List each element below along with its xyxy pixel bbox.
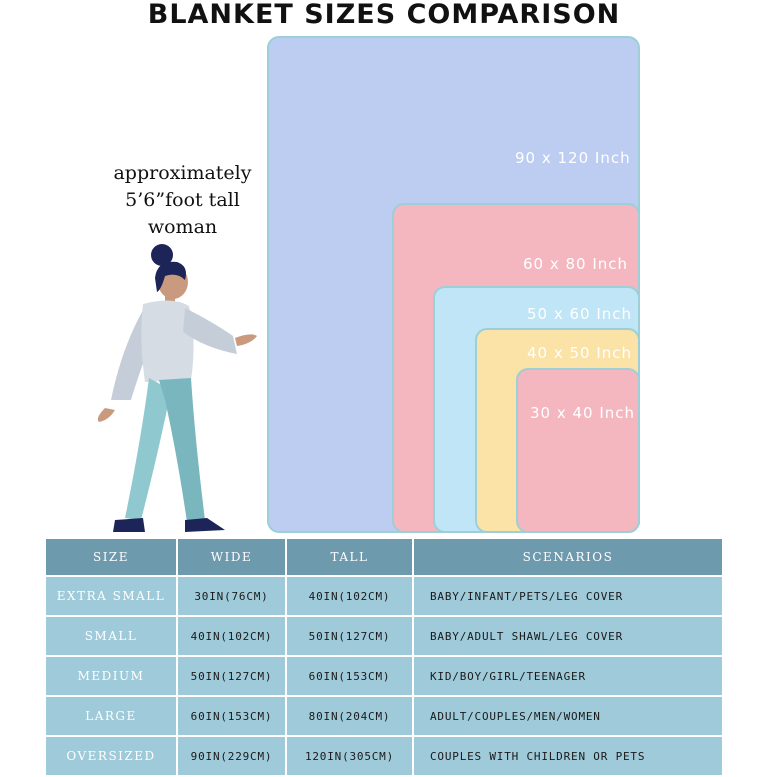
table-row: MEDIUM 50IN(127CM) 60IN(153CM) KID/BOY/G… xyxy=(44,655,724,697)
scenario-cell: BABY/INFANT/PETS/LEG COVER xyxy=(412,575,724,617)
caption-line-1: approximately xyxy=(113,162,252,184)
table-header-row: SIZE WIDE TALL SCENARIOS xyxy=(44,537,724,577)
wide-cell: 60IN(153CM) xyxy=(176,695,287,737)
blanket-40x50-label: 40 x 50 Inch xyxy=(527,344,633,362)
woman-caption: approximately 5’6”foot tall woman xyxy=(100,160,265,241)
blanket-50x60-label: 50 x 60 Inch xyxy=(527,305,633,323)
size-cell: SMALL xyxy=(44,615,178,657)
header-wide: WIDE xyxy=(176,537,287,577)
size-cell: OVERSIZED xyxy=(44,735,178,777)
wide-cell: 50IN(127CM) xyxy=(176,655,287,697)
blanket-60x80-label: 60 x 80 Inch xyxy=(523,255,629,273)
caption-line-3: woman xyxy=(147,216,218,238)
size-table: SIZE WIDE TALL SCENARIOS EXTRA SMALL 30I… xyxy=(44,537,724,777)
caption-line-2: 5’6”foot tall xyxy=(125,189,240,211)
table-row: SMALL 40IN(102CM) 50IN(127CM) BABY/ADULT… xyxy=(44,615,724,657)
table-row: LARGE 60IN(153CM) 80IN(204CM) ADULT/COUP… xyxy=(44,695,724,737)
size-cell: LARGE xyxy=(44,695,178,737)
scenario-cell: KID/BOY/GIRL/TEENAGER xyxy=(412,655,724,697)
table-row: OVERSIZED 90IN(229CM) 120IN(305CM) COUPL… xyxy=(44,735,724,777)
tall-cell: 60IN(153CM) xyxy=(285,655,414,697)
wide-cell: 40IN(102CM) xyxy=(176,615,287,657)
wide-cell: 30IN(76CM) xyxy=(176,575,287,617)
size-cell: MEDIUM xyxy=(44,655,178,697)
blanket-30x40 xyxy=(516,368,640,533)
tall-cell: 80IN(204CM) xyxy=(285,695,414,737)
scenario-cell: COUPLES WITH CHILDREN OR PETS xyxy=(412,735,724,777)
scenario-cell: BABY/ADULT SHAWL/LEG COVER xyxy=(412,615,724,657)
table-row: EXTRA SMALL 30IN(76CM) 40IN(102CM) BABY/… xyxy=(44,575,724,617)
scenario-cell: ADULT/COUPLES/MEN/WOMEN xyxy=(412,695,724,737)
blanket-30x40-label: 30 x 40 Inch xyxy=(530,404,636,422)
woman-illustration xyxy=(97,244,257,532)
tall-cell: 120IN(305CM) xyxy=(285,735,414,777)
blanket-90x120-label: 90 x 120 Inch xyxy=(515,149,631,167)
header-tall: TALL xyxy=(285,537,414,577)
page-title: BLANKET SIZES COMPARISON xyxy=(147,0,621,30)
size-cell: EXTRA SMALL xyxy=(44,575,178,617)
tall-cell: 50IN(127CM) xyxy=(285,615,414,657)
header-scenarios: SCENARIOS xyxy=(412,537,724,577)
header-size: SIZE xyxy=(44,537,178,577)
tall-cell: 40IN(102CM) xyxy=(285,575,414,617)
wide-cell: 90IN(229CM) xyxy=(176,735,287,777)
